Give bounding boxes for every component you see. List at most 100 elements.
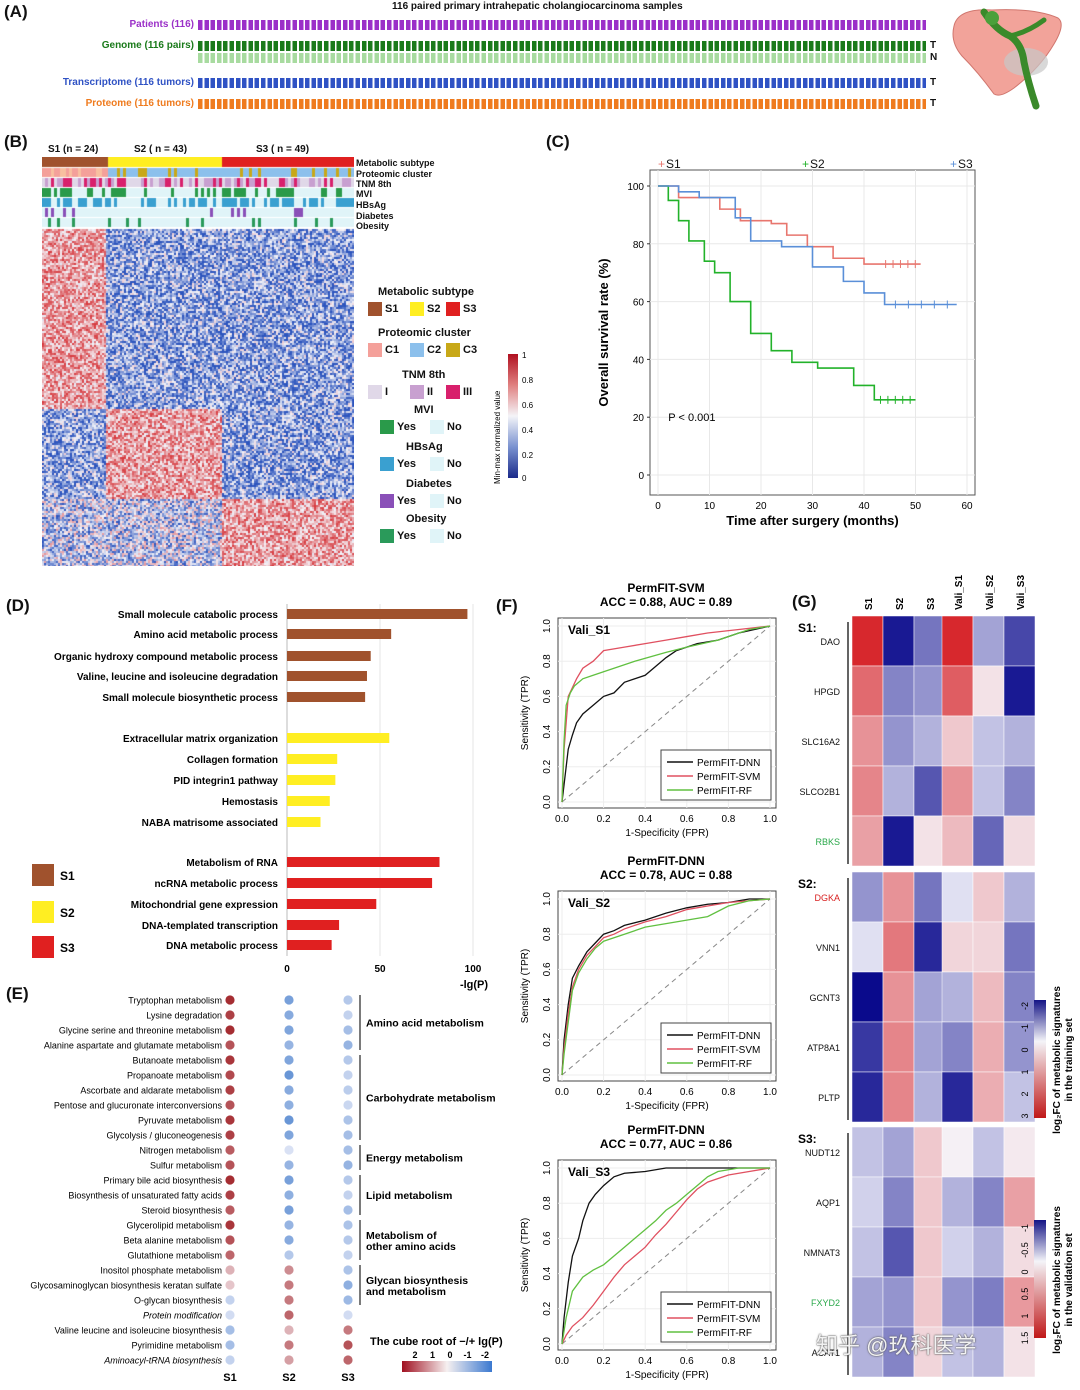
legend-gradient-bar <box>402 1361 492 1372</box>
legend-title-proteomic: Proteomic cluster <box>378 327 471 339</box>
pathway-label: Valine leucine and isoleucine biosynthes… <box>55 1326 223 1336</box>
legend-training-tick: 1 <box>1020 1069 1030 1074</box>
dot-8-1 <box>284 1115 294 1125</box>
dot-6-2 <box>343 1085 353 1095</box>
legend-training-tick: 2 <box>1020 1091 1030 1096</box>
pathway-label: Tryptophan metabolism <box>128 996 222 1006</box>
legend-label-tnm-0: I <box>385 386 389 398</box>
legend-validation-tick: 0 <box>1020 1269 1030 1274</box>
legend-label-tnm-2: III <box>463 386 473 398</box>
p-value: P < 0.001 <box>668 412 715 424</box>
chance-line <box>561 898 771 1076</box>
pathway-label: Propanoate metabolism <box>127 1071 222 1081</box>
km-line-S3 <box>658 185 957 306</box>
dot-3-2 <box>343 1040 353 1050</box>
chance-line <box>561 1167 771 1345</box>
legend-swatch-mvi-0 <box>380 420 394 434</box>
gene-label-PLTP: PLTP <box>818 1093 840 1103</box>
x-tick: 10 <box>704 501 716 512</box>
legend-title-mvi: MVI <box>414 404 434 416</box>
section-label-1: S2: <box>798 877 817 891</box>
legend-title-hbsag: HBsAg <box>406 441 443 453</box>
legend-tick: -2 <box>481 1350 489 1360</box>
legend-swatch-S2 <box>32 901 54 923</box>
cb-tick-02: 0.2 <box>522 451 534 460</box>
cell-0-2 <box>913 615 946 667</box>
y-tick: 1.0 <box>542 1161 553 1175</box>
min-max-colorbar: 1 0.8 0.6 0.4 0.2 0 Min-max normalized v… <box>493 351 534 484</box>
cb-tick-04: 0.4 <box>522 426 534 435</box>
cell-0-4 <box>972 615 1005 667</box>
track-bar-2 <box>198 53 926 63</box>
cell-7-4 <box>972 971 1005 1023</box>
dot-3-0 <box>225 1040 235 1050</box>
row-label-0: Metabolic subtype <box>356 158 435 168</box>
dot-6-1 <box>284 1085 294 1095</box>
dot-7-1 <box>284 1100 294 1110</box>
legend-label-S1: S1 <box>60 869 75 883</box>
column-label-Vali_S3: Vali_S3 <box>1016 575 1027 610</box>
panel-f-label: (F) <box>496 596 518 615</box>
cell-14-2 <box>913 1326 946 1378</box>
survival-chart: 0 10 20 30 40 50 60 0 20 40 60 80 100 Time after surg… <box>596 157 976 528</box>
x-tick: 0.8 <box>721 814 735 825</box>
dot-10-2 <box>343 1145 353 1155</box>
cell-8-4 <box>972 1021 1005 1073</box>
group-s2-label: S2 ( n = 43) <box>134 144 188 155</box>
dot-4-0 <box>225 1055 235 1065</box>
y-tick: 0.0 <box>542 1068 553 1082</box>
dot-19-0 <box>225 1280 235 1290</box>
x-tick: 20 <box>755 501 767 512</box>
dot-17-0 <box>225 1250 235 1260</box>
dot-24-2 <box>343 1355 353 1365</box>
x-tick: 0.4 <box>638 814 652 825</box>
bar-0 <box>287 609 468 619</box>
track-label-4: Proteome (116 tumors) <box>85 98 194 109</box>
dot-12-1 <box>284 1175 294 1185</box>
gene-label-RBKS: RBKS <box>815 837 840 847</box>
legend-validation-title: in the validation set <box>1064 1233 1075 1327</box>
cell-6-3 <box>941 921 974 973</box>
dot-5-0 <box>225 1070 235 1080</box>
bar-8 <box>287 796 330 806</box>
gene-label-GCNT3: GCNT3 <box>809 993 840 1003</box>
x-axis-label: 1-Specificity (FPR) <box>625 1370 708 1381</box>
cell-8-1 <box>882 1021 915 1073</box>
pathway-label: Nitrogen metabolism <box>139 1146 222 1156</box>
dot-23-1 <box>284 1340 294 1350</box>
cell-7-5 <box>1003 971 1036 1023</box>
x-axis-label: 1-Specificity (FPR) <box>625 828 708 839</box>
dot-23-2 <box>343 1340 353 1350</box>
x-tick: 1.0 <box>763 1356 777 1367</box>
cell-3-4 <box>972 765 1005 817</box>
track-tag-4: T <box>930 98 937 109</box>
cell-10-1 <box>882 1126 915 1178</box>
gene-label-NMNAT3: NMNAT3 <box>804 1248 840 1258</box>
enrichment-bar-chart: Small molecule catabolic process Amino ac… <box>32 604 488 991</box>
y-tick: 0.6 <box>542 1231 553 1245</box>
category-label: Valine, leucine and isoleucine degradati… <box>77 672 278 683</box>
cell-12-4 <box>972 1226 1005 1278</box>
column-label-S3: S3 <box>926 597 937 610</box>
panel-a-label: (A) <box>4 2 28 21</box>
dot-7-0 <box>225 1100 235 1110</box>
x-tick: 50 <box>910 501 922 512</box>
dot-0-0 <box>225 995 235 1005</box>
cell-4-1 <box>882 815 915 867</box>
cell-2-2 <box>913 715 946 767</box>
pathway-label: Glycerolipid metabolism <box>126 1221 222 1231</box>
cell-4-4 <box>972 815 1005 867</box>
legend-plus-S1: + <box>658 157 665 171</box>
dot-15-2 <box>343 1220 353 1230</box>
pathway-label: Glutathione metabolism <box>127 1251 222 1261</box>
dot-2-1 <box>284 1025 294 1035</box>
cell-5-0 <box>851 871 884 923</box>
group-s3-label: S3 ( n = 49) <box>256 144 310 155</box>
dot-20-0 <box>225 1295 235 1305</box>
roc-legend-label: PermFIT-DNN <box>697 1300 760 1311</box>
dot-15-0 <box>225 1220 235 1230</box>
cell-11-1 <box>882 1176 915 1228</box>
legend-swatch-proteomic-0 <box>368 343 382 357</box>
km-line-S2 <box>658 185 916 401</box>
cell-8-3 <box>941 1021 974 1073</box>
